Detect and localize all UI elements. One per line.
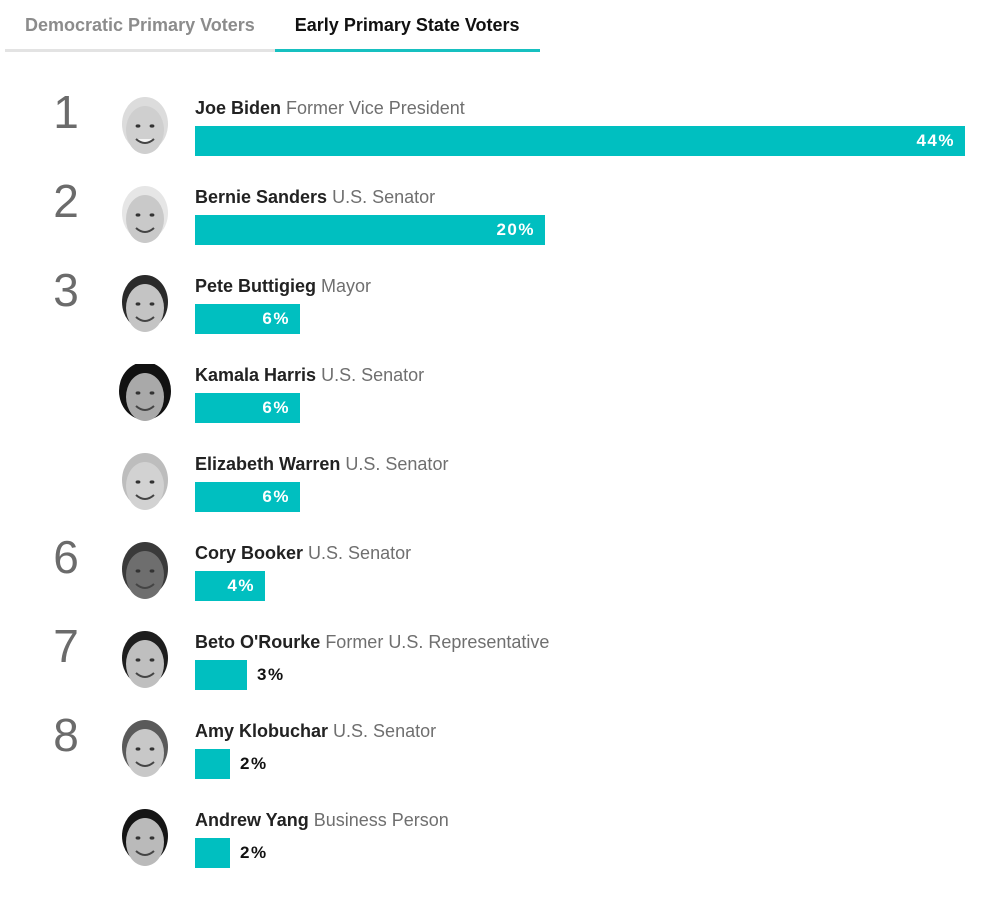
rank-number: 7 [53,620,79,672]
bar-cory-booker [195,571,265,601]
candidate-title: Business Person [313,810,449,830]
candidate-name: Elizabeth Warren [195,454,341,474]
candidate-name: Andrew Yang [195,810,309,830]
candidate-row-andrew-yang: Andrew Yang Business Person 2% [0,809,981,910]
poll-ranking-chart: 1 Joe Biden Former Vice President 44% 2 Bern… [0,87,981,868]
value-label: 4% [227,576,255,595]
value-label: 20% [496,220,535,239]
candidate-label: Amy Klobuchar U.S. Senator [195,719,436,743]
candidate-name: Amy Klobuchar [195,721,329,741]
candidate-title: Former U.S. Representative [325,632,550,652]
bar-beto-o-rourke [195,660,247,690]
value-label: 3% [257,665,285,684]
rank-number: 6 [53,531,79,583]
candidate-title: U.S. Senator [333,721,437,741]
candidate-label: Kamala Harris U.S. Senator [195,363,424,387]
candidate-name: Joe Biden [195,98,282,118]
candidate-title: Former Vice President [286,98,465,118]
candidate-name: Pete Buttigieg [195,276,317,296]
value-label: 6% [262,398,290,417]
tab-bar: Democratic Primary Voters Early Primary … [5,0,540,52]
candidate-label: Beto O'Rourke Former U.S. Representative [195,630,549,654]
value-label: 2% [240,754,268,773]
bar-amy-klobuchar [195,749,230,779]
value-label: 2% [240,843,268,862]
value-label: 6% [262,487,290,506]
candidate-row-beto-o-rourke: 7 Beto O'Rourke Former U.S. Representativ… [0,621,981,732]
bar-elizabeth-warren [195,482,300,512]
candidate-photo-icon [117,453,173,515]
candidate-row-pete-buttigieg: 3 Pete Buttigieg Mayor 6% [0,265,981,376]
candidate-row-cory-booker: 6 Cory Booker U.S. Senator 4% [0,532,981,643]
rank-number: 8 [53,709,79,761]
rank-number: 1 [53,86,79,138]
candidate-photo-icon [117,542,173,604]
value-label: 44% [916,131,955,150]
candidate-photo-icon [117,97,173,159]
rank-number: 3 [53,264,79,316]
candidate-photo-icon [117,362,173,426]
candidate-title: U.S. Senator [345,454,449,474]
candidate-label: Andrew Yang Business Person [195,808,449,832]
candidate-name: Kamala Harris [195,365,317,385]
candidate-photo-icon [117,631,173,693]
candidate-title: U.S. Senator [321,365,425,385]
bar-kamala-harris [195,393,300,423]
bar-pete-buttigieg [195,304,300,334]
candidate-photo-icon [117,720,173,782]
candidate-label: Bernie Sanders U.S. Senator [195,185,435,209]
bar-andrew-yang [195,838,230,868]
candidate-row-kamala-harris: Kamala Harris U.S. Senator 6% [0,362,981,465]
candidate-label: Joe Biden Former Vice President [195,96,465,120]
candidate-row-bernie-sanders: 2 Bernie Sanders U.S. Senator 20% [0,176,981,287]
candidate-name: Beto O'Rourke [195,632,321,652]
rank-number: 2 [53,175,79,227]
candidate-photo-icon [117,275,173,337]
candidate-row-elizabeth-warren: Elizabeth Warren U.S. Senator 6% [0,453,981,554]
candidate-label: Cory Booker U.S. Senator [195,541,411,565]
tab-early-primary-state-voters[interactable]: Early Primary State Voters [274,0,540,52]
candidate-photo-icon [117,186,173,248]
candidate-title: U.S. Senator [332,187,436,207]
candidate-name: Bernie Sanders [195,187,328,207]
tab-democratic-primary-voters[interactable]: Democratic Primary Voters [5,0,275,52]
candidate-label: Pete Buttigieg Mayor [195,274,371,298]
bar-bernie-sanders [195,215,545,245]
candidate-photo-icon [117,809,173,871]
candidate-row-joe-biden: 1 Joe Biden Former Vice President 44% [0,87,981,198]
candidate-name: Cory Booker [195,543,304,563]
candidate-title: U.S. Senator [308,543,412,563]
value-label: 6% [262,309,290,328]
candidate-label: Elizabeth Warren U.S. Senator [195,452,448,476]
bar-joe-biden [195,126,965,156]
candidate-row-amy-klobuchar: 8 Amy Klobuchar U.S. Senator 2% [0,710,981,821]
candidate-title: Mayor [321,276,372,296]
